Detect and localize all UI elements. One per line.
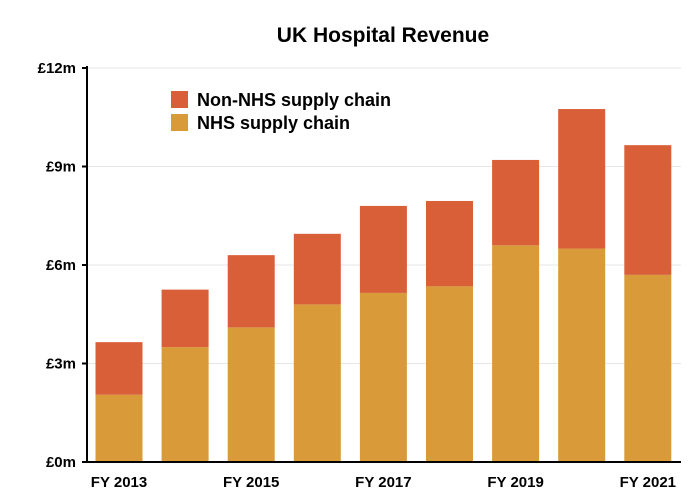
y-tick-label: £0m — [46, 454, 76, 471]
bar-segment-nhs — [492, 245, 540, 462]
y-tick-labels: £0m £3m £6m £9m £12m — [38, 60, 76, 471]
y-tick-label: £3m — [46, 356, 76, 373]
axes — [82, 66, 681, 463]
x-tick-label: FY 2015 — [223, 474, 279, 491]
legend-swatch-nhs — [171, 114, 188, 131]
chart-title: UK Hospital Revenue — [277, 24, 489, 47]
bar-segment-non-nhs — [293, 233, 341, 305]
bar-segment-non-nhs — [95, 342, 143, 395]
x-tick-label: FY 2013 — [91, 474, 147, 491]
bar-segment-non-nhs — [359, 205, 407, 293]
x-tick-label: FY 2017 — [355, 474, 411, 491]
legend-swatch-non-nhs — [171, 91, 188, 108]
bar-segment-non-nhs — [161, 289, 209, 348]
bar-segment-non-nhs — [558, 109, 606, 249]
bar-segment-nhs — [558, 248, 606, 462]
bar-segment-non-nhs — [426, 200, 473, 287]
bar-segment-nhs — [161, 347, 209, 462]
y-tick-label: £6m — [46, 257, 76, 274]
legend-label-non-nhs: Non-NHS supply chain — [197, 90, 391, 110]
x-tick-label: FY 2019 — [487, 474, 543, 491]
y-tick-label: £12m — [38, 60, 76, 77]
bar-segment-nhs — [359, 292, 407, 462]
x-tick-labels: FY 2013 FY 2015 FY 2017 FY 2019 FY 2021 — [91, 474, 676, 491]
legend: Non-NHS supply chain NHS supply chain — [171, 90, 391, 133]
x-tick-label: FY 2021 — [620, 474, 676, 491]
bar-segment-nhs — [95, 394, 143, 462]
y-tick-label: £9m — [46, 159, 76, 176]
bars — [95, 109, 672, 462]
bar-segment-nhs — [624, 274, 672, 462]
legend-label-nhs: NHS supply chain — [197, 113, 350, 133]
bar-segment-nhs — [227, 327, 275, 462]
bar-segment-nhs — [426, 286, 473, 462]
bar-segment-non-nhs — [227, 255, 275, 328]
bar-segment-nhs — [293, 304, 341, 462]
bar-segment-non-nhs — [624, 145, 672, 275]
bar-segment-non-nhs — [492, 159, 540, 246]
